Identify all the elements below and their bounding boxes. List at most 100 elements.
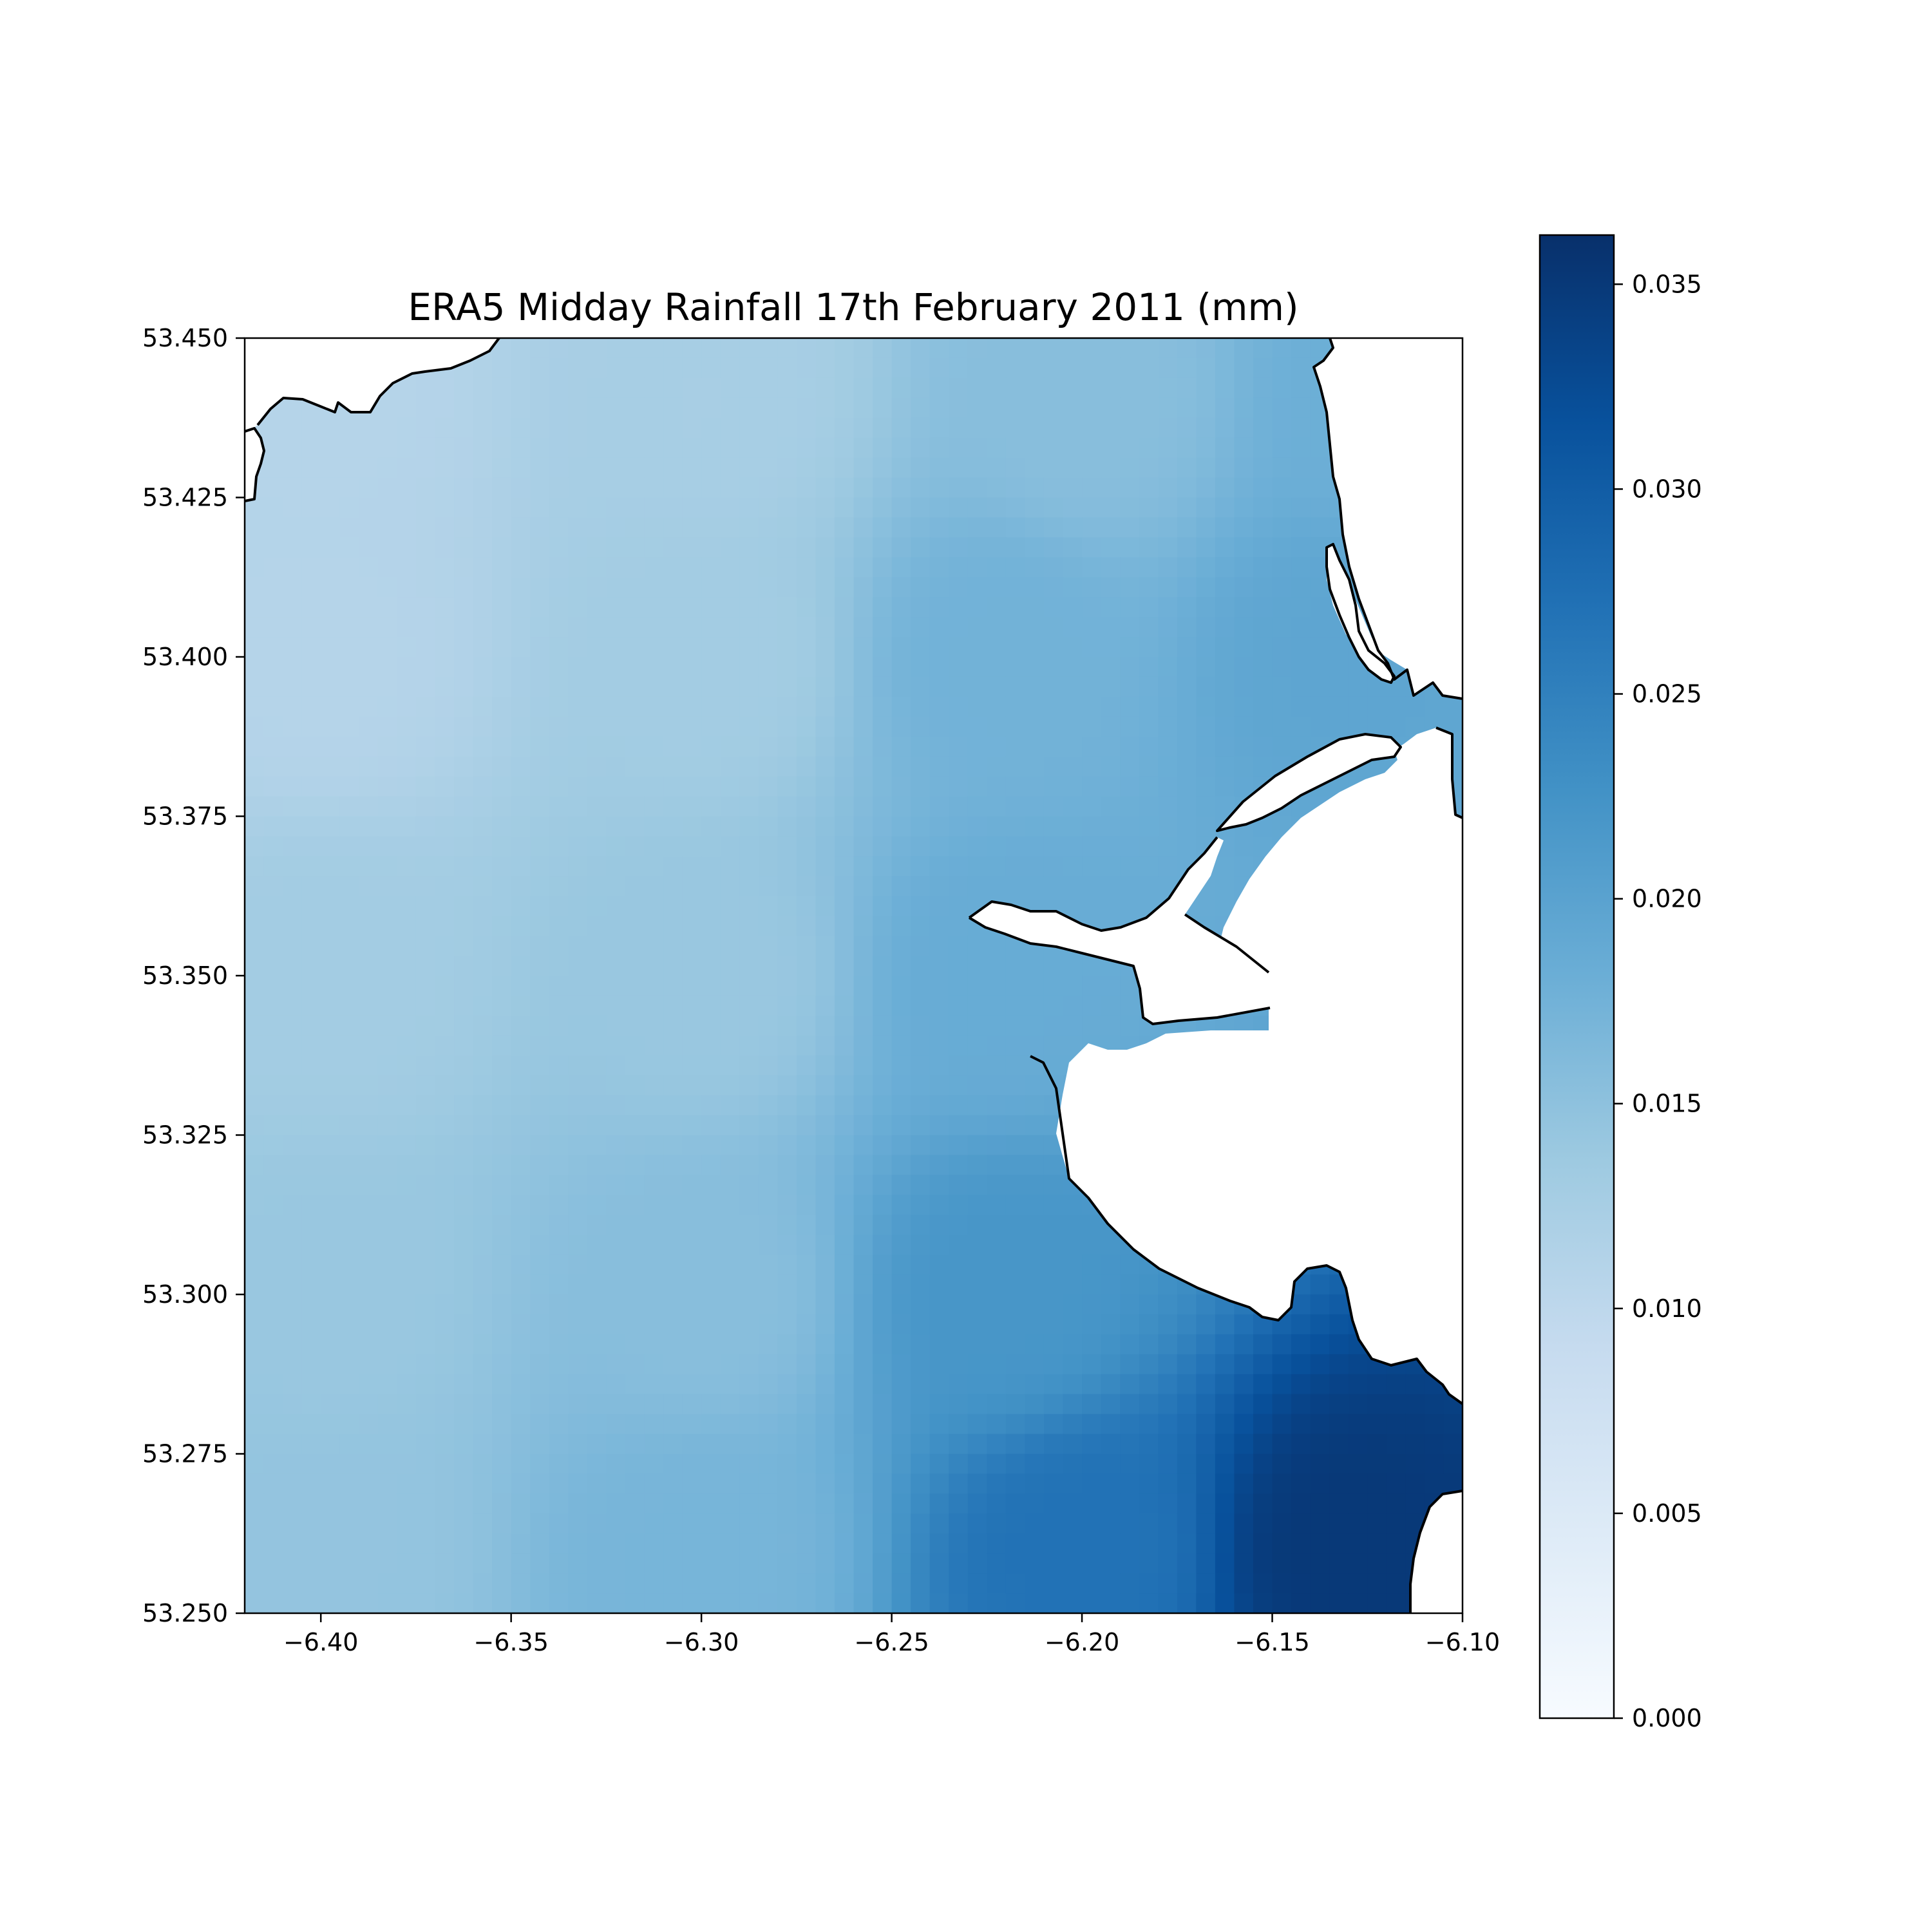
heatmap-cell bbox=[339, 1155, 360, 1176]
heatmap-cell bbox=[949, 437, 969, 459]
heatmap-cell bbox=[359, 1593, 379, 1613]
heatmap-cell bbox=[873, 896, 893, 916]
heatmap-cell bbox=[873, 1215, 893, 1235]
heatmap-cell bbox=[1139, 617, 1159, 638]
heatmap-cell bbox=[1005, 816, 1026, 837]
heatmap-cell bbox=[587, 457, 607, 478]
heatmap-cell bbox=[1253, 397, 1273, 419]
heatmap-cell bbox=[987, 1155, 1007, 1176]
heatmap-cell bbox=[377, 836, 398, 857]
heatmap-cell bbox=[1101, 1394, 1121, 1415]
heatmap-cell bbox=[777, 1155, 797, 1176]
heatmap-cell bbox=[739, 936, 759, 956]
heatmap-cell bbox=[568, 995, 588, 1016]
heatmap-cell bbox=[511, 577, 531, 598]
heatmap-cell bbox=[1158, 1493, 1178, 1515]
heatmap-cell bbox=[911, 796, 931, 817]
heatmap-cell bbox=[1234, 1314, 1254, 1335]
heatmap-cell bbox=[682, 716, 702, 737]
heatmap-cell bbox=[359, 1015, 379, 1036]
heatmap-cell bbox=[1158, 437, 1178, 459]
heatmap-cell bbox=[873, 457, 893, 478]
heatmap-cell bbox=[1139, 477, 1159, 498]
heatmap-cell bbox=[873, 1394, 893, 1415]
heatmap-cell bbox=[321, 1454, 341, 1475]
heatmap-cell bbox=[929, 936, 950, 956]
heatmap-cell bbox=[435, 936, 455, 956]
heatmap-cell bbox=[1215, 617, 1235, 638]
heatmap-cell bbox=[1272, 377, 1292, 399]
heatmap-cell bbox=[644, 756, 664, 777]
heatmap-cell bbox=[1025, 1274, 1045, 1295]
heatmap-cell bbox=[473, 497, 493, 518]
heatmap-cell bbox=[929, 1175, 950, 1196]
heatmap-cell bbox=[701, 1414, 721, 1435]
heatmap-cell bbox=[1043, 816, 1064, 837]
heatmap-cell bbox=[1005, 1135, 1026, 1156]
heatmap-cell bbox=[511, 1115, 531, 1136]
heatmap-cell bbox=[815, 1454, 835, 1475]
heatmap-cell bbox=[359, 1553, 379, 1574]
heatmap-cell bbox=[967, 1055, 988, 1076]
heatmap-cell bbox=[891, 995, 911, 1016]
heatmap-cell bbox=[1005, 1334, 1026, 1355]
heatmap-cell bbox=[454, 637, 474, 658]
heatmap-cell bbox=[415, 756, 436, 777]
heatmap-cell bbox=[530, 1434, 550, 1455]
heatmap-cell bbox=[435, 1473, 455, 1495]
heatmap-cell bbox=[949, 377, 969, 399]
heatmap-cell bbox=[1120, 497, 1140, 518]
heatmap-cell bbox=[359, 1255, 379, 1275]
heatmap-cell bbox=[1177, 836, 1197, 857]
heatmap-cell bbox=[397, 1513, 417, 1535]
heatmap-cell bbox=[339, 517, 360, 538]
heatmap-cell bbox=[263, 1513, 283, 1535]
heatmap-cell bbox=[1043, 1255, 1064, 1275]
heatmap-cell bbox=[339, 617, 360, 638]
heatmap-cell bbox=[492, 577, 512, 598]
heatmap-cell bbox=[720, 1513, 741, 1535]
heatmap-cell bbox=[435, 1553, 455, 1574]
heatmap-cell bbox=[1101, 896, 1121, 916]
heatmap-cell bbox=[701, 1294, 721, 1315]
heatmap-cell bbox=[758, 1394, 779, 1415]
heatmap-cell bbox=[263, 637, 283, 658]
heatmap-cell bbox=[911, 338, 931, 359]
heatmap-cell bbox=[1158, 537, 1178, 558]
heatmap-cell bbox=[873, 1434, 893, 1455]
heatmap-cell bbox=[1025, 836, 1045, 857]
heatmap-cell bbox=[473, 1294, 493, 1315]
heatmap-cell bbox=[339, 537, 360, 558]
heatmap-cell bbox=[435, 457, 455, 478]
heatmap-cell bbox=[492, 1075, 512, 1096]
heatmap-cell bbox=[549, 338, 569, 359]
heatmap-cell bbox=[415, 696, 436, 717]
heatmap-cell bbox=[359, 956, 379, 976]
heatmap-cell bbox=[911, 1095, 931, 1116]
heatmap-cell bbox=[339, 916, 360, 936]
heatmap-cell bbox=[359, 1394, 379, 1415]
heatmap-cell bbox=[1234, 417, 1254, 439]
heatmap-cell bbox=[644, 676, 664, 697]
heatmap-cell bbox=[911, 896, 931, 916]
heatmap-cell bbox=[1120, 617, 1140, 638]
heatmap-cell bbox=[1177, 437, 1197, 459]
heatmap-cell bbox=[1025, 1334, 1045, 1355]
heatmap-cell bbox=[530, 1215, 550, 1235]
heatmap-cell bbox=[663, 1314, 683, 1335]
heatmap-cell bbox=[949, 1274, 969, 1295]
heatmap-cell bbox=[987, 537, 1007, 558]
heatmap-cell bbox=[796, 457, 817, 478]
heatmap-cell bbox=[587, 1255, 607, 1275]
heatmap-cell bbox=[397, 637, 417, 658]
heatmap-cell bbox=[530, 856, 550, 877]
heatmap-cell bbox=[1272, 1493, 1292, 1515]
heatmap-cell bbox=[435, 577, 455, 598]
heatmap-cell bbox=[1367, 1414, 1387, 1435]
heatmap-cell bbox=[435, 836, 455, 857]
heatmap-cell bbox=[1291, 1533, 1311, 1554]
heatmap-cell bbox=[625, 1414, 645, 1435]
heatmap-cell bbox=[1196, 1314, 1216, 1335]
heatmap-cell bbox=[1120, 776, 1140, 797]
heatmap-cell bbox=[397, 896, 417, 916]
